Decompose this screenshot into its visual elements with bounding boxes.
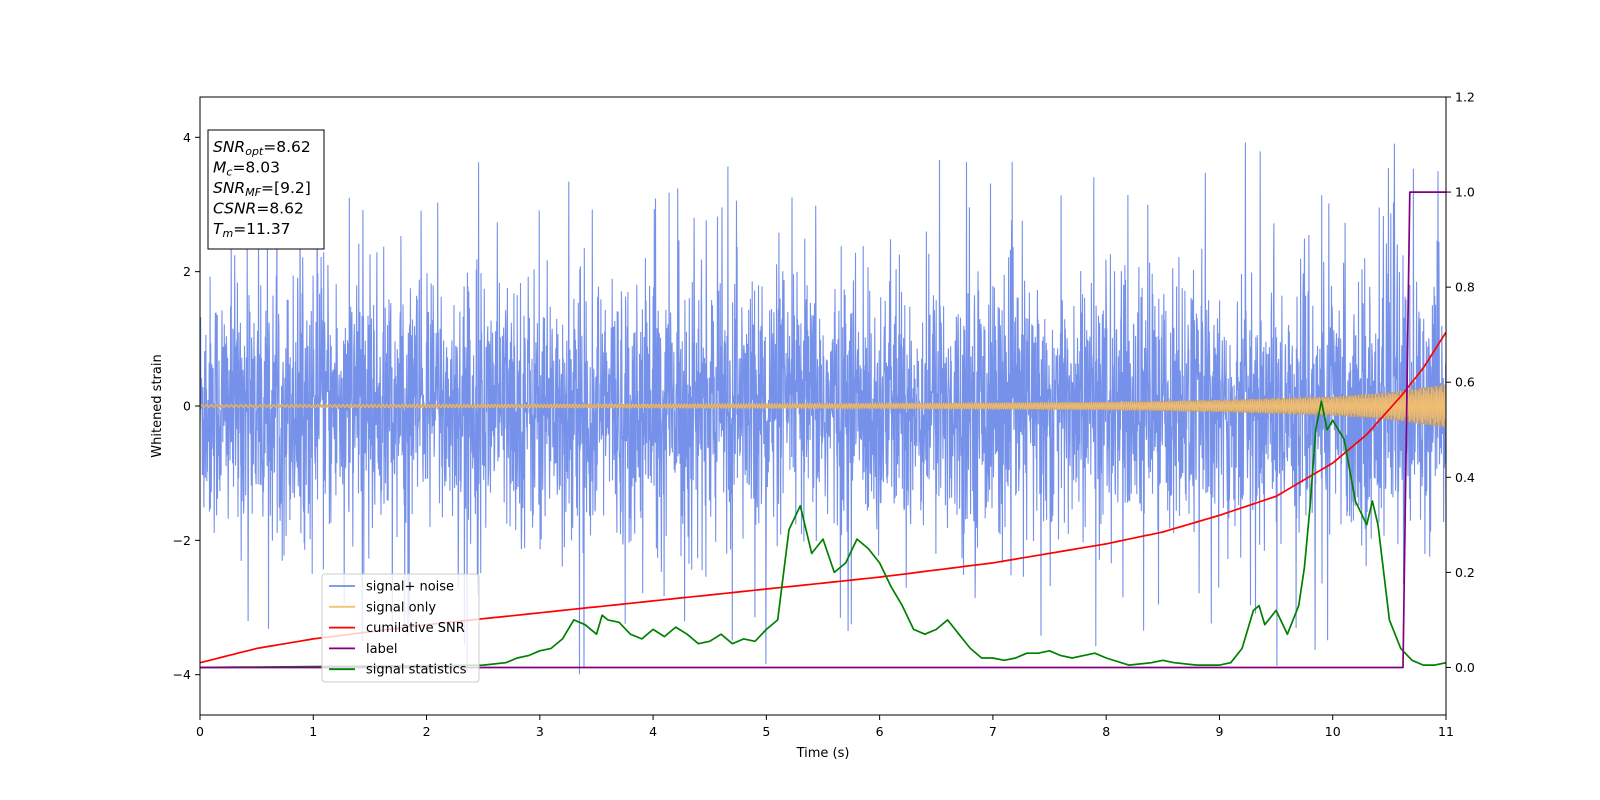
axis-ticks: 0 1 2 3 4 5 6 7 8 9 10 11 4 2 0 −2 −4 1.2 1.0 0.8 0.6 0.4 0.2 0… bbox=[173, 90, 1475, 740]
legend-frame bbox=[321, 573, 480, 683]
info-box-line: SNRopt=8.62 bbox=[213, 138, 311, 158]
y-tick-label: −4 bbox=[173, 667, 191, 682]
x-tick-label: 11 bbox=[1438, 724, 1454, 739]
legend-label: signal+ noise bbox=[366, 580, 454, 595]
signal-only-line bbox=[200, 385, 1446, 427]
x-tick-label: 6 bbox=[876, 724, 884, 739]
legend-label: signal only bbox=[366, 600, 436, 615]
x-tick-label: 1 bbox=[309, 724, 317, 739]
y-axis-label: Whitened strain bbox=[150, 354, 165, 457]
legend-label: label bbox=[366, 642, 397, 657]
info-box-line: SNRMF=[9.2] bbox=[213, 179, 311, 199]
legend-label: signal statistics bbox=[366, 663, 467, 678]
x-tick-label: 4 bbox=[649, 724, 657, 739]
y2-tick-label: 0.0 bbox=[1455, 660, 1475, 675]
x-tick-label: 0 bbox=[196, 724, 204, 739]
y2-tick-label: 0.4 bbox=[1455, 470, 1475, 485]
y2-tick-label: 1.2 bbox=[1455, 90, 1475, 105]
info-box-frame bbox=[207, 129, 325, 250]
y-tick-label: −2 bbox=[173, 533, 191, 548]
label-line bbox=[200, 191, 1446, 669]
signal-only-series bbox=[200, 384, 1446, 428]
y-tick-label: 2 bbox=[183, 264, 191, 279]
x-tick-label: 7 bbox=[989, 724, 997, 739]
info-box-line: Tm=11.37 bbox=[213, 220, 291, 240]
y-tick-label: 4 bbox=[183, 130, 191, 145]
y2-tick-label: 0.6 bbox=[1455, 375, 1475, 390]
legend-label: cumilative SNR bbox=[366, 621, 465, 636]
x-axis-label: Time (s) bbox=[796, 746, 850, 761]
x-tick-label: 2 bbox=[423, 724, 431, 739]
y-tick-label: 0 bbox=[183, 399, 191, 414]
legend: signal+ noise signal only cumilative SNR la… bbox=[321, 573, 480, 683]
x-tick-label: 8 bbox=[1102, 724, 1110, 739]
x-tick-label: 3 bbox=[536, 724, 544, 739]
info-box-line: CSNR=8.62 bbox=[213, 200, 304, 218]
y2-tick-label: 0.2 bbox=[1455, 565, 1475, 580]
info-box-line: Mc=8.03 bbox=[213, 159, 280, 179]
signal-statistics-line bbox=[200, 400, 1446, 669]
x-tick-label: 5 bbox=[762, 724, 770, 739]
y2-tick-label: 0.8 bbox=[1455, 280, 1475, 295]
x-tick-label: 10 bbox=[1325, 724, 1341, 739]
x-tick-label: 9 bbox=[1215, 724, 1223, 739]
y2-tick-label: 1.0 bbox=[1455, 185, 1475, 200]
